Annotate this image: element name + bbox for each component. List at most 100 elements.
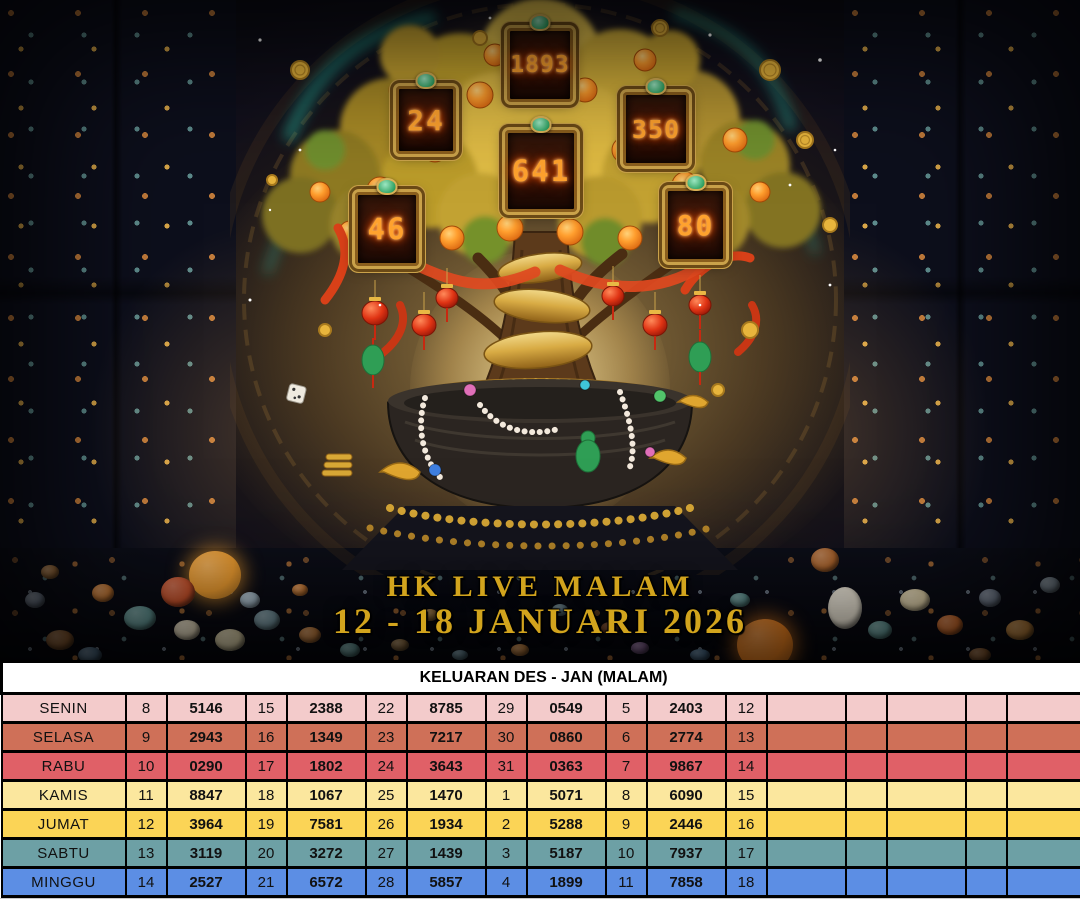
date-cell: [964, 750, 1008, 782]
date-cell: 18: [724, 866, 768, 898]
date-cell: 4: [484, 866, 528, 898]
result-cell: 9867: [645, 750, 727, 782]
result-cell: 3964: [165, 808, 247, 840]
date-cell: 21: [244, 866, 288, 898]
date-cell: 18: [244, 779, 288, 811]
date-cell: 10: [124, 750, 168, 782]
pebble-decoration: [979, 589, 1001, 607]
pebble-decoration: [240, 592, 260, 608]
date-cell: 19: [244, 808, 288, 840]
date-cell: 15: [724, 779, 768, 811]
date-cell: 28: [364, 866, 408, 898]
led-panel-46: 46: [355, 192, 419, 266]
date-cell: 3: [484, 837, 528, 869]
result-cell: 5187: [525, 837, 607, 869]
pebble-decoration: [511, 644, 529, 656]
result-cell: [765, 750, 847, 782]
date-cell: 2: [484, 808, 528, 840]
pebble-decoration: [254, 610, 280, 630]
table-row: RABU 10 0290 17 1802 24 3643 31 0363 7 9867 14: [0, 750, 1080, 782]
date-cell: 8: [604, 779, 648, 811]
led-panel-350: 350: [623, 92, 689, 166]
date-cell: 13: [124, 837, 168, 869]
led-panel-1893: 1893: [507, 28, 573, 102]
date-cell: [844, 721, 888, 753]
pebble-decoration: [1040, 577, 1060, 593]
result-cell: 6090: [645, 779, 727, 811]
result-cell: [1005, 808, 1080, 840]
result-cell: 5288: [525, 808, 607, 840]
date-cell: [844, 866, 888, 898]
pebble-decoration: [174, 620, 200, 640]
date-cell: 11: [124, 779, 168, 811]
pebble-decoration: [730, 593, 750, 607]
vignette-overlay: [0, 0, 1080, 662]
date-cell: [844, 750, 888, 782]
result-cell: 7937: [645, 837, 727, 869]
day-cell: RABU: [0, 750, 127, 782]
date-cell: [964, 837, 1008, 869]
date-cell: 12: [724, 692, 768, 724]
pebble-decoration: [41, 565, 59, 579]
result-cell: [885, 721, 967, 753]
pebble-decoration: [78, 647, 102, 662]
result-cell: 0290: [165, 750, 247, 782]
result-cell: 8785: [405, 692, 487, 724]
result-cell: 1470: [405, 779, 487, 811]
result-cell: 2446: [645, 808, 727, 840]
date-cell: 13: [724, 721, 768, 753]
date-cell: 14: [724, 750, 768, 782]
table-bottom-strip: [0, 898, 1080, 900]
date-cell: 7: [604, 750, 648, 782]
result-cell: 6572: [285, 866, 367, 898]
result-cell: 1439: [405, 837, 487, 869]
result-cell: 5071: [525, 779, 607, 811]
result-cell: 7217: [405, 721, 487, 753]
gem-wall-left: [0, 0, 236, 575]
pebble-decoration: [868, 621, 892, 639]
result-cell: 7858: [645, 866, 727, 898]
result-cell: [885, 779, 967, 811]
result-cell: 3272: [285, 837, 367, 869]
table-row: SABTU 13 3119 20 3272 27 1439 3 5187 10 7937 17: [0, 837, 1080, 869]
result-cell: [1005, 866, 1080, 898]
pebble-decoration: [340, 643, 360, 657]
pebble-decoration: [391, 639, 409, 651]
date-cell: 9: [604, 808, 648, 840]
pebble-decoration: [631, 642, 649, 654]
pebble-decoration: [25, 592, 45, 608]
date-cell: 9: [124, 721, 168, 753]
hero-illustration: 24 1893 350 641 46 80 HK LIVE MALAM 12 -…: [0, 0, 1080, 662]
led-panel-24: 24: [396, 86, 456, 154]
date-cell: 17: [724, 837, 768, 869]
pebble-decoration: [828, 587, 862, 629]
result-cell: [1005, 692, 1080, 724]
date-cell: [844, 808, 888, 840]
date-cell: 29: [484, 692, 528, 724]
results-table-body: SENIN 8 5146 15 2388 22 8785 29 0549 5 2403 12 SELAS…: [0, 692, 1080, 898]
pebble-decoration: [189, 551, 241, 599]
date-cell: [844, 692, 888, 724]
result-cell: 2388: [285, 692, 367, 724]
result-cell: 0363: [525, 750, 607, 782]
date-cell: 25: [364, 779, 408, 811]
day-cell: KAMIS: [0, 779, 127, 811]
date-cell: [964, 692, 1008, 724]
result-cell: [885, 750, 967, 782]
day-cell: SELASA: [0, 721, 127, 753]
result-cell: 2774: [645, 721, 727, 753]
table-row: MINGGU 14 2527 21 6572 28 5857 4 1899 11 7858 18: [0, 866, 1080, 898]
pebble-decoration: [46, 630, 74, 650]
pebble-decoration: [737, 619, 793, 662]
led-value: 24: [407, 103, 445, 137]
results-table: KELUARAN DES - JAN (MALAM) SENIN 8 5146 15 2…: [0, 660, 1080, 898]
result-cell: [765, 692, 847, 724]
result-cell: [1005, 837, 1080, 869]
table-row: KAMIS 11 8847 18 1067 25 1470 1 5071 8 6090 15: [0, 779, 1080, 811]
result-cell: [1005, 779, 1080, 811]
led-value: 80: [676, 208, 715, 242]
result-cell: 7581: [285, 808, 367, 840]
date-cell: 5: [604, 692, 648, 724]
date-cell: 23: [364, 721, 408, 753]
